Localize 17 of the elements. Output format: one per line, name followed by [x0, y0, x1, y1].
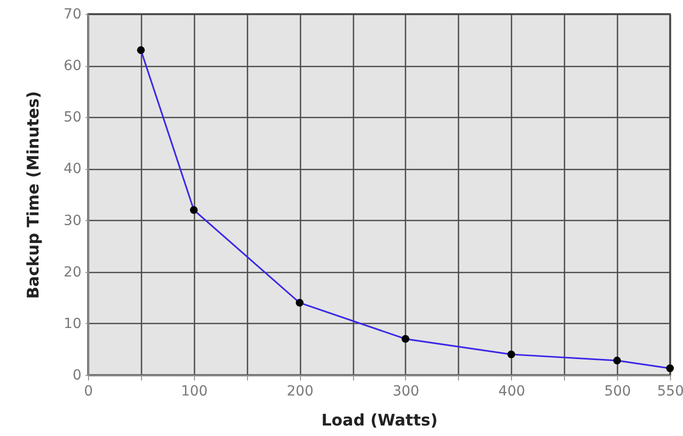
y-tick-label: 0 — [72, 368, 82, 384]
y-tick-label: 60 — [64, 58, 82, 74]
x-tick-label: 200 — [286, 384, 314, 400]
y-tick-label: 50 — [64, 110, 82, 126]
x-axis-title: Load (Watts) — [321, 410, 438, 430]
y-tick-label: 40 — [64, 161, 82, 178]
y-axis-title: Backup Time (Minutes) — [24, 91, 43, 299]
x-tick-label: 300 — [392, 384, 420, 400]
x-tick-label: 500 — [604, 384, 631, 400]
x-tick-label: 0 — [84, 384, 93, 400]
x-tick-label: 100 — [180, 384, 208, 400]
y-tick-label: 70 — [64, 6, 82, 22]
y-tick-label: 10 — [64, 316, 82, 332]
y-tick-label: 30 — [64, 212, 82, 229]
x-tick-label: 550 — [657, 384, 683, 400]
y-tick-label: 20 — [64, 264, 82, 280]
x-tick-label: 400 — [498, 384, 526, 400]
